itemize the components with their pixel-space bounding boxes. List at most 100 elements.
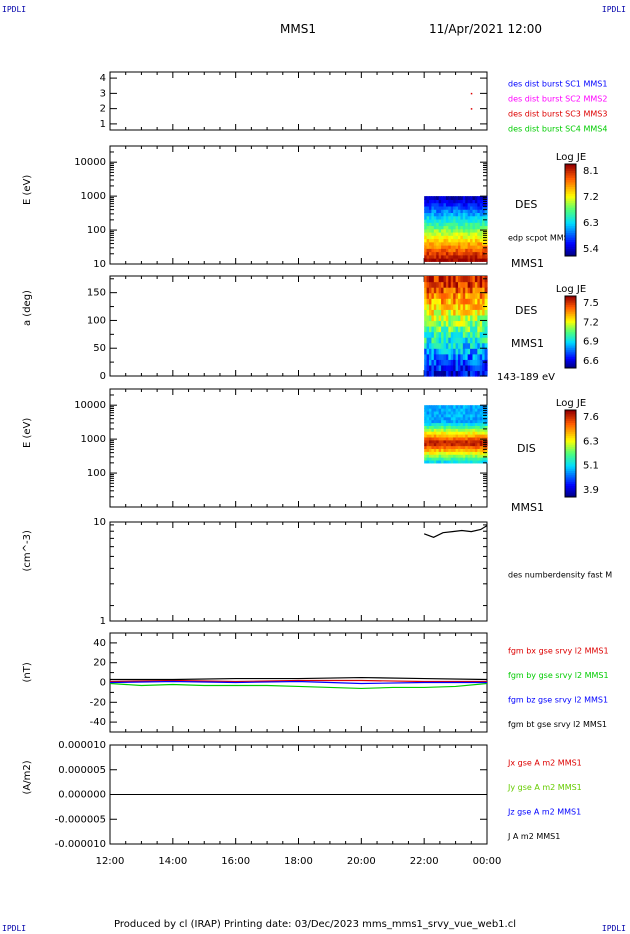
spectrogram-cell — [472, 413, 476, 418]
spectrogram-cell — [450, 370, 454, 377]
y-axis-label-5: (nT) — [22, 662, 33, 682]
spectrogram-cell — [441, 298, 445, 305]
y-tick-label-1: 1000 — [81, 191, 106, 202]
spectrogram-cell — [436, 254, 440, 259]
spectrogram-cell — [441, 209, 445, 214]
colorbar-cell — [565, 324, 576, 328]
spectrogram-cell — [443, 410, 447, 415]
spectrogram-cell — [424, 410, 428, 415]
spectrogram-cell — [465, 222, 469, 227]
spectrogram-cell — [441, 320, 445, 327]
spectrogram-cell — [438, 342, 442, 349]
spectrogram-cell — [479, 202, 483, 207]
spectrogram-cell — [436, 342, 440, 349]
spectrogram-cell — [467, 254, 471, 259]
colorbar-cell — [565, 479, 576, 483]
colorbar-cell — [565, 177, 576, 181]
spectrogram-cell — [450, 448, 454, 452]
spectrogram-cell — [472, 241, 476, 246]
spectrogram-cell — [453, 298, 457, 305]
spectrogram-cell — [438, 309, 442, 316]
colorbar-cell — [565, 184, 576, 188]
spectrogram-cell — [462, 199, 466, 204]
spectrogram-cell — [467, 212, 471, 217]
spectrogram-cell — [477, 413, 481, 418]
spectrogram-cell — [460, 254, 464, 259]
spectrogram-cell — [455, 241, 459, 246]
spectrogram-cell — [467, 298, 471, 305]
spectrogram-cell — [470, 303, 474, 310]
spectrogram-cell — [462, 228, 466, 233]
spectrogram-cell — [431, 209, 435, 214]
spectrogram-cell — [436, 281, 440, 288]
spectrogram-cell — [441, 292, 445, 299]
spectrogram-cell — [426, 222, 430, 227]
spectrogram-cell — [477, 212, 481, 217]
spectrogram-cell — [479, 326, 483, 333]
spectrogram-cell — [479, 445, 483, 450]
spectrogram-cell — [448, 439, 452, 444]
spectrogram-cell — [426, 241, 430, 246]
spectrogram-cell — [426, 416, 430, 421]
instrument-label: DIS — [517, 442, 536, 455]
spectrogram-cell — [450, 451, 454, 455]
spectrogram-cell — [438, 408, 442, 412]
y-axis-label-3: E (eV) — [22, 418, 33, 448]
spectrogram-cell — [472, 457, 476, 461]
spectrogram-cell — [479, 422, 483, 426]
spectrogram-cell — [472, 314, 476, 322]
spectrogram-cell — [429, 434, 433, 438]
spectrogram-cell — [484, 228, 488, 233]
spectrogram-cell — [458, 370, 462, 377]
spectrogram-cell — [433, 231, 437, 236]
spectrogram-cell — [477, 320, 481, 327]
spectrogram-cell — [467, 451, 471, 455]
spectrogram-cell — [474, 436, 478, 441]
spectrogram-cell — [467, 457, 471, 461]
spectrogram-cell — [453, 235, 457, 240]
spectrogram-cell — [450, 425, 454, 429]
spectrogram-cell — [477, 235, 481, 240]
spectrogram-cell — [484, 448, 488, 452]
spectrogram-cell — [448, 209, 452, 214]
spectrogram-cell — [441, 434, 445, 438]
spectrogram-cell — [484, 248, 488, 253]
spectrogram-cell — [448, 459, 452, 464]
spectrogram-cell — [431, 281, 435, 288]
spectrogram-cell — [470, 459, 474, 464]
spectrogram-cell — [429, 199, 433, 204]
spectrogram-cell — [443, 445, 447, 450]
spectrogram-cell — [462, 428, 466, 432]
spectrogram-cell — [455, 459, 459, 464]
spectrogram-cell — [455, 342, 459, 349]
spectrogram-cell — [450, 215, 454, 220]
spectrogram-cell — [424, 364, 428, 372]
spectrogram-cell — [438, 436, 442, 441]
spectrogram-cell — [465, 199, 469, 204]
spectrogram-cell — [470, 457, 474, 461]
spectrogram-cell — [462, 331, 466, 338]
colorbar-cell — [565, 490, 576, 494]
spectrogram-cell — [460, 276, 464, 283]
spectrogram-cell — [479, 209, 483, 214]
spectrogram-cell — [479, 364, 483, 372]
spectrogram-cell — [453, 228, 457, 233]
spectrogram-cell — [424, 405, 428, 409]
spectrogram-cell — [441, 326, 445, 333]
spectrogram-cell — [426, 457, 430, 461]
spectrogram-cell — [462, 436, 466, 441]
spectrogram-cell — [472, 419, 476, 424]
colorbar-tick-1: 6.3 — [583, 218, 599, 229]
spectrogram-cell — [429, 326, 433, 333]
spectrogram-cell — [424, 314, 428, 322]
spectrogram-cell — [453, 431, 457, 435]
legend-entry: Jx gse A m2 MMS1 — [507, 759, 582, 768]
spectrogram-cell — [429, 209, 433, 214]
spectrogram-cell — [474, 320, 478, 327]
spectrogram-cell — [436, 287, 440, 294]
spectrogram-cell — [462, 439, 466, 444]
spectrogram-cell — [433, 413, 437, 418]
spectrogram-cell — [460, 231, 464, 236]
spectrogram-cell — [431, 428, 435, 432]
spectrogram-cell — [479, 405, 483, 409]
